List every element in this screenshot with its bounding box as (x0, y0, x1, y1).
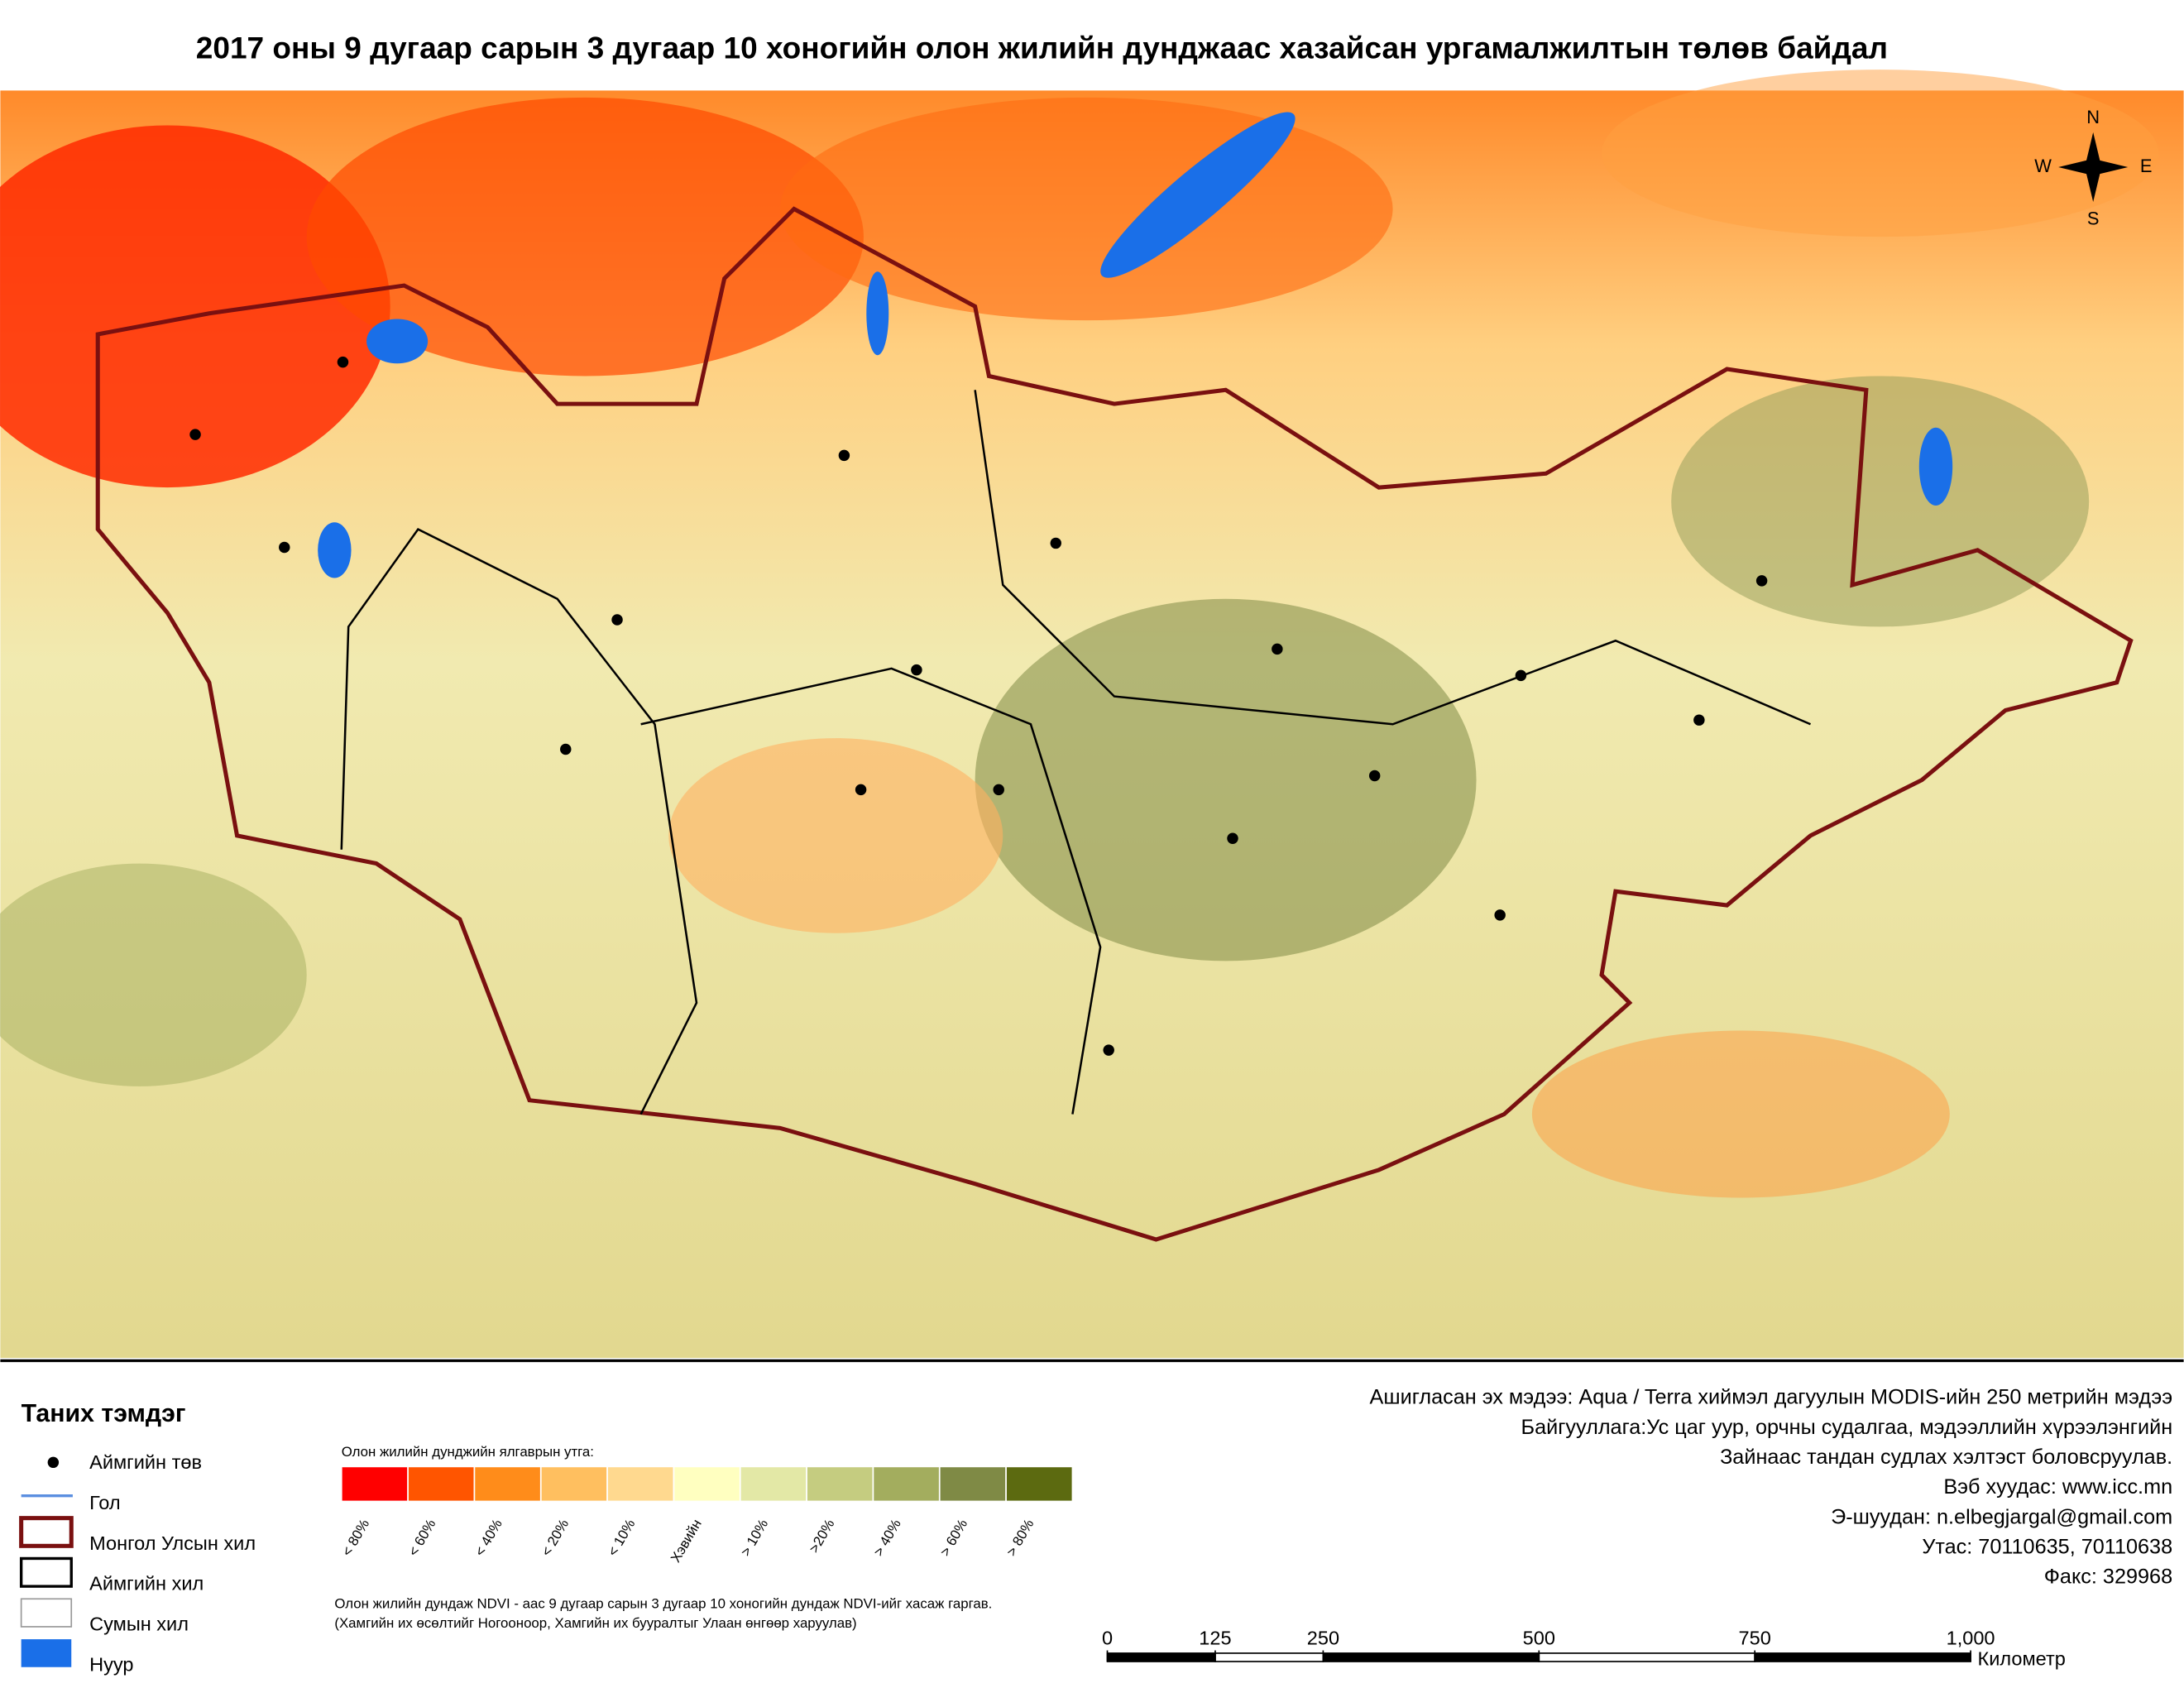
scale-label: < 80% (339, 1517, 373, 1559)
scale-tick-label: 750 (1739, 1627, 1771, 1648)
legend-item: Нуур (89, 1653, 133, 1675)
credit: Байгууллага:Ус цаг уур, орчны судалгаа, … (1521, 1416, 2173, 1439)
scale-swatch (872, 1465, 941, 1503)
map: N W E S (0, 70, 2184, 1359)
scale-swatch (473, 1465, 542, 1503)
legend-symbols (19, 1456, 74, 1667)
scale-label: > 10% (738, 1517, 772, 1559)
scale-segment (1322, 1652, 1540, 1662)
scale-swatch (673, 1465, 741, 1503)
compass-s: S (2087, 209, 2100, 229)
scale-label: Хэвийн (668, 1517, 705, 1566)
scale-swatch (806, 1465, 874, 1503)
credit: Утас: 70110635, 70110638 (1922, 1536, 2172, 1559)
title: 2017 оны 9 дугаар сарын 3 дугаар 10 хоно… (196, 30, 1888, 65)
credit: Факс: 329968 (2044, 1566, 2172, 1589)
scale-tick-label: 0 (1102, 1627, 1113, 1648)
scale-segment (1214, 1652, 1324, 1662)
scale-segment (1106, 1652, 1216, 1662)
scale-label: > 40% (870, 1517, 904, 1559)
scale-tick-label: 250 (1307, 1627, 1339, 1648)
scale-segment (1754, 1652, 1971, 1662)
compass-w: W (2034, 156, 2052, 176)
scale-swatch (340, 1465, 409, 1503)
credit: Вэб хуудас: www.icc.mn (1943, 1475, 2172, 1499)
credit: Ашигласан эх мэдээ: Aqua / Terra хиймэл … (1370, 1386, 2173, 1409)
scale-tick-label: 125 (1199, 1627, 1231, 1648)
legend-item: Аймгийн төв (89, 1451, 202, 1473)
legend-item: Сумын хил (89, 1613, 189, 1634)
scale-title: Олон жилийн дунджийн ялгаврын утга: (342, 1444, 594, 1460)
compass-n: N (2086, 107, 2100, 127)
scale-swatch (1005, 1465, 1074, 1503)
note: (Хамгийн их өсөлтийг Ногооноор, Хамгийн … (334, 1615, 856, 1631)
legend-item: Гол (89, 1492, 121, 1513)
scale-swatch (739, 1465, 807, 1503)
scale-tick-label: 500 (1523, 1627, 1555, 1648)
scale-label: < 40% (472, 1517, 505, 1559)
scale-label: > 60% (937, 1517, 971, 1559)
scale-label: >20% (806, 1517, 837, 1556)
credit: Зайнаас тандан судлах хэлтэст боловсруул… (1720, 1446, 2172, 1469)
scale-swatch (606, 1465, 675, 1503)
scale-label: < 60% (405, 1517, 439, 1559)
scale-unit: Километр (1977, 1648, 2065, 1670)
compass-e: E (2140, 156, 2153, 176)
scale-swatch (539, 1465, 608, 1503)
legend-item: Аймгийн хил (89, 1573, 204, 1594)
legend-title: Таних тэмдэг (22, 1400, 186, 1427)
scale-swatch (407, 1465, 476, 1503)
scale-label: > 80% (1003, 1517, 1037, 1559)
legend-item: Монгол Улсын хил (89, 1532, 256, 1554)
credit: Э-шуудан: n.elbegjargal@gmail.com (1831, 1505, 2172, 1528)
scale-segment (1538, 1652, 1756, 1662)
note: Олон жилийн дундаж NDVI - аас 9 дугаар с… (334, 1595, 992, 1611)
scale-label: < 10% (605, 1517, 639, 1559)
scale-tick-label: 1,000 (1947, 1627, 1995, 1648)
scale-label: < 20% (539, 1517, 572, 1559)
scale-swatch (938, 1465, 1007, 1503)
